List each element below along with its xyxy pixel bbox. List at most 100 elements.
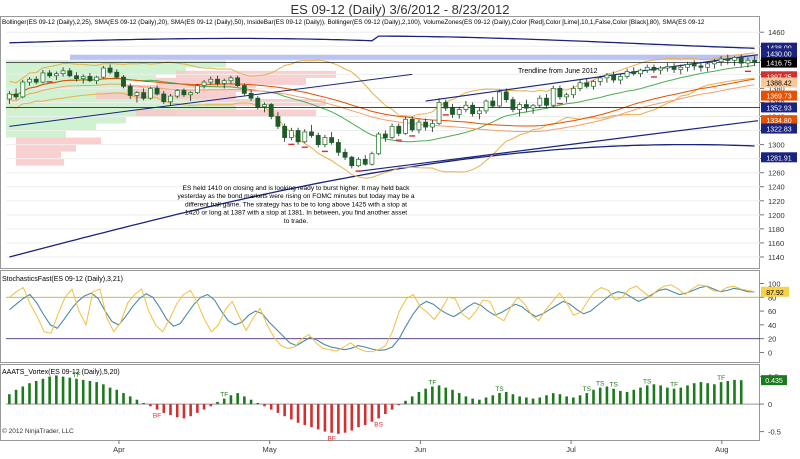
candle-body: [510, 99, 516, 110]
y-tick-label: 1460: [768, 28, 785, 37]
candle: [241, 83, 247, 96]
candle-body: [87, 76, 93, 82]
candle-body: [611, 74, 617, 81]
candle-body: [685, 64, 690, 68]
trendline: [358, 120, 759, 172]
candle-body: [13, 93, 19, 98]
candle: [718, 56, 724, 66]
candle: [322, 134, 328, 148]
candle-body: [544, 97, 549, 106]
candle: [537, 95, 543, 109]
candle: [517, 102, 523, 117]
candle-body: [194, 85, 200, 94]
y-tick-label: 80: [768, 293, 776, 302]
candle-body: [302, 131, 308, 143]
candle: [100, 65, 106, 79]
last-value-text: 0.435: [765, 378, 783, 385]
price-label-box: [761, 77, 797, 88]
candle: [745, 57, 751, 68]
price-label-box: [761, 115, 797, 126]
candle-body: [443, 102, 449, 109]
candle: [617, 74, 623, 85]
candle: [631, 67, 637, 76]
candle: [671, 63, 677, 73]
candle: [691, 60, 697, 71]
value-area-band: [70, 54, 758, 61]
vortex-signal-label: BF: [153, 413, 161, 420]
candle-body: [564, 94, 570, 98]
candle-body: [497, 91, 502, 107]
candle: [181, 88, 187, 97]
candle: [483, 99, 489, 114]
candle: [134, 91, 140, 103]
candle-body: [664, 66, 670, 69]
candle: [725, 54, 731, 65]
candle-body: [228, 77, 234, 82]
candle-body: [597, 77, 603, 82]
vortex-signal-label: TS: [495, 386, 504, 393]
candle: [497, 89, 502, 108]
candle: [262, 102, 267, 113]
candle-body: [483, 100, 489, 112]
candle-body: [470, 104, 476, 115]
bollinger-long-upper: [9, 35, 755, 49]
candle: [711, 58, 717, 69]
candle: [463, 101, 469, 113]
vortex-signal-label: TS: [609, 382, 618, 389]
candle-body: [349, 156, 355, 167]
candle: [550, 85, 556, 107]
candle-body: [80, 76, 86, 79]
candle: [476, 108, 482, 120]
candle: [215, 75, 220, 86]
candle: [208, 76, 214, 85]
y-tick-label: 20: [768, 335, 776, 344]
candle: [168, 94, 173, 106]
price-label: 1352.93: [761, 102, 797, 113]
candle: [362, 155, 368, 166]
price-label-text: 1369.73: [766, 94, 791, 101]
candle-body: [369, 153, 375, 165]
y-tick-label: 1240: [768, 183, 785, 192]
candle-body: [20, 81, 26, 98]
candle-body: [33, 78, 39, 83]
price-label-box: [761, 102, 797, 113]
candle-body: [678, 66, 684, 70]
candle: [335, 138, 341, 156]
candle-body: [127, 85, 133, 96]
volume-zone: [6, 116, 126, 124]
candle: [40, 70, 46, 84]
volume-zone: [16, 158, 64, 166]
candle-body: [134, 92, 140, 96]
volume-zone: [6, 81, 126, 89]
candle-body: [577, 82, 583, 89]
volume-zone: [16, 137, 101, 145]
candle-body: [550, 88, 556, 106]
stochastic-k-line: [9, 284, 755, 353]
candle-body: [27, 78, 32, 83]
candle-body: [711, 61, 717, 65]
x-tick-label: May: [263, 445, 277, 454]
candle: [604, 72, 610, 83]
price-label-box: [761, 123, 797, 134]
candle-body: [403, 118, 408, 134]
candle: [20, 79, 26, 99]
candle-body: [591, 80, 596, 87]
candle-body: [147, 88, 153, 99]
candle: [651, 64, 657, 73]
candle-body: [382, 133, 388, 138]
price-label: 1281.91: [761, 152, 797, 163]
candle: [255, 96, 261, 110]
candle-body: [517, 104, 523, 110]
candle-body: [718, 58, 724, 63]
candle: [295, 127, 301, 145]
vortex-signal-label: TF: [73, 372, 81, 379]
candle: [147, 87, 153, 100]
candle: [456, 106, 462, 119]
candle-body: [47, 72, 53, 77]
sma-50: [9, 77, 755, 127]
candle-body: [60, 70, 66, 75]
x-tick-label: Aug: [715, 445, 728, 454]
candle-body: [235, 77, 241, 86]
candle: [302, 129, 308, 144]
candle-body: [288, 130, 294, 138]
